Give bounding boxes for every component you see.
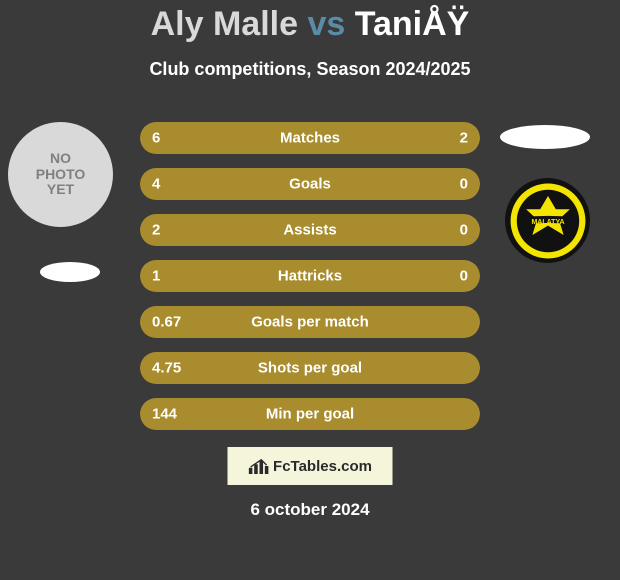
player2-badge-top-ellipse (500, 125, 590, 149)
stat-label: Goals (289, 176, 331, 193)
player1-name: Aly Malle (151, 5, 298, 43)
footer-date: 6 october 2024 (250, 500, 369, 520)
player2-club-badge: MALATYA (505, 178, 590, 263)
stat-value-right: 0 (460, 222, 468, 239)
stat-value-left: 1 (152, 268, 160, 285)
attribution-text: FcTables.com (273, 458, 372, 475)
stat-label: Assists (283, 222, 336, 239)
stat-value-right: 2 (460, 130, 468, 147)
stat-value-left: 4 (152, 176, 160, 193)
stat-row: 4.75 Shots per goal (140, 352, 480, 384)
stat-label: Hattricks (278, 268, 342, 285)
player2-name: TaniÅŸ (355, 5, 470, 43)
stat-row: 0.67 Goals per match (140, 306, 480, 338)
stat-row: 144 Min per goal (140, 398, 480, 430)
stat-label: Goals per match (251, 314, 369, 331)
stat-value-right: 0 (460, 176, 468, 193)
svg-text:MALATYA: MALATYA (531, 219, 564, 226)
stat-value-left: 144 (152, 406, 177, 423)
malatya-crest-icon: MALATYA (509, 182, 587, 260)
stat-value-left: 6 (152, 130, 160, 147)
stat-row: 2 0 Assists (140, 214, 480, 246)
player1-club-badge (40, 262, 100, 282)
vs-label: vs (307, 5, 345, 43)
comparison-subtitle: Club competitions, Season 2024/2025 (0, 44, 620, 80)
fctables-chart-icon (248, 458, 270, 474)
stat-label: Matches (280, 130, 340, 147)
player1-photo-placeholder: NO PHOTO YET (8, 122, 113, 227)
stat-value-right: 0 (460, 268, 468, 285)
stat-row: 4 0 Goals (140, 168, 480, 200)
stat-row: 1 0 Hattricks (140, 260, 480, 292)
no-photo-label: NO PHOTO YET (36, 151, 86, 197)
stat-row: 6 2 Matches (140, 122, 480, 154)
stat-label: Shots per goal (258, 360, 362, 377)
comparison-title: Aly Malle vs TaniÅŸ (0, 0, 620, 44)
stat-bar-left-fill (140, 122, 395, 154)
stats-container: 6 2 Matches 4 0 Goals 2 0 Assists 1 0 Hattricks 0.67… (140, 122, 480, 444)
stat-label: Min per goal (266, 406, 354, 423)
stat-value-left: 2 (152, 222, 160, 239)
stat-value-left: 4.75 (152, 360, 181, 377)
attribution-badge: FcTables.com (228, 447, 393, 485)
stat-value-left: 0.67 (152, 314, 181, 331)
